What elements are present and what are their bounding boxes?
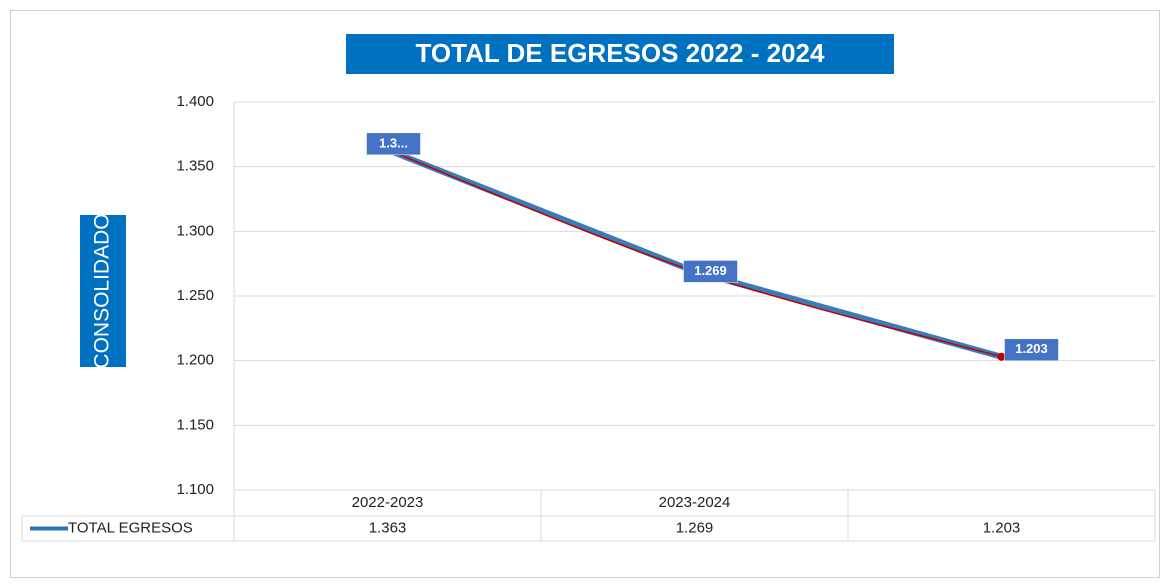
data-label: 1.203: [1015, 341, 1048, 356]
title-box: [346, 34, 894, 74]
y-tick-label: 1.350: [176, 158, 214, 175]
data-label-box: [1004, 338, 1059, 362]
table-value: 1.203: [983, 519, 1021, 536]
y-tick-label: 1.300: [176, 222, 214, 239]
chart-border: [10, 10, 1160, 578]
y-axis-label: CONSOLIDADO: [91, 213, 114, 368]
x-tick-label: 2023-2024: [659, 494, 731, 511]
y-tick-label: 1.150: [176, 416, 214, 433]
table-value: 1.269: [676, 519, 714, 536]
chart-title: TOTAL DE EGRESOS 2022 - 2024: [416, 38, 825, 68]
y-tick-label: 1.200: [176, 352, 214, 369]
x-tick-label: 2022-2023: [352, 494, 424, 511]
data-label-box: [683, 260, 738, 283]
y-tick-label: 1.250: [176, 287, 214, 304]
data-label-box: [366, 132, 421, 156]
data-label: 1.269: [694, 263, 727, 278]
data-label: 1.3...: [379, 135, 408, 150]
marker: [997, 352, 1006, 361]
y-tick-label: 1.100: [176, 481, 214, 498]
y-label-box: [80, 215, 126, 367]
y-tick-label: 1.400: [176, 93, 214, 110]
legend-label: TOTAL EGRESOS: [68, 519, 193, 536]
table-value: 1.363: [369, 519, 407, 536]
